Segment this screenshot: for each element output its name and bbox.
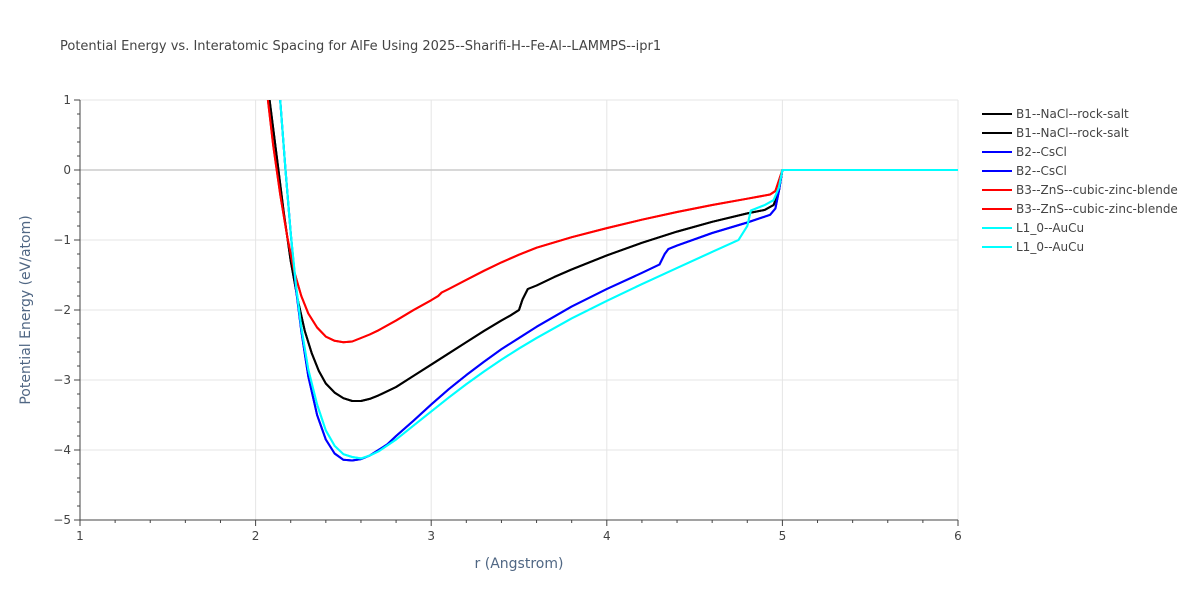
x-tick-label: 1	[76, 529, 84, 543]
y-tick-label: 1	[63, 93, 71, 107]
x-tick-label: 5	[779, 529, 787, 543]
x-axis-label: r (Angstrom)	[475, 556, 564, 572]
series-line-7	[279, 100, 958, 460]
x-tick-label: 3	[427, 529, 435, 543]
x-tick-label: 6	[954, 529, 962, 543]
series-line-5	[266, 100, 958, 344]
y-tick-label: −4	[53, 443, 71, 457]
x-tick-label: 4	[603, 529, 611, 543]
legend-item-label: B3--ZnS--cubic-zinc-blende	[1016, 202, 1178, 216]
series-line-3	[279, 100, 958, 462]
y-tick-label: −1	[53, 233, 71, 247]
y-tick-label: −2	[53, 303, 71, 317]
legend-item-label: L1_0--AuCu	[1016, 221, 1084, 235]
y-tick-label: 0	[63, 163, 71, 177]
chart-title: Potential Energy vs. Interatomic Spacing…	[60, 39, 661, 54]
legend: B1--NaCl--rock-salt B1--NaCl--rock-salt B2…	[982, 107, 1178, 254]
series-line-1	[268, 100, 958, 402]
legend-item-label: B3--ZnS--cubic-zinc-blende	[1016, 183, 1178, 197]
y-axis-label: Potential Energy (eV/atom)	[18, 215, 34, 404]
x-tick-label: 2	[252, 529, 260, 543]
series-lines	[266, 100, 958, 462]
axes: 1 2 3 4 5 6 1 0 −1 −2 −3 −4 −5	[53, 93, 962, 543]
y-tick-label: −3	[53, 373, 71, 387]
legend-item-label: B2--CsCl	[1016, 164, 1067, 178]
legend-item-label: B1--NaCl--rock-salt	[1016, 126, 1129, 140]
legend-item-label: B1--NaCl--rock-salt	[1016, 107, 1129, 121]
y-tick-label: −5	[53, 513, 71, 527]
legend-item-label: L1_0--AuCu	[1016, 240, 1084, 254]
legend-item-label: B2--CsCl	[1016, 145, 1067, 159]
